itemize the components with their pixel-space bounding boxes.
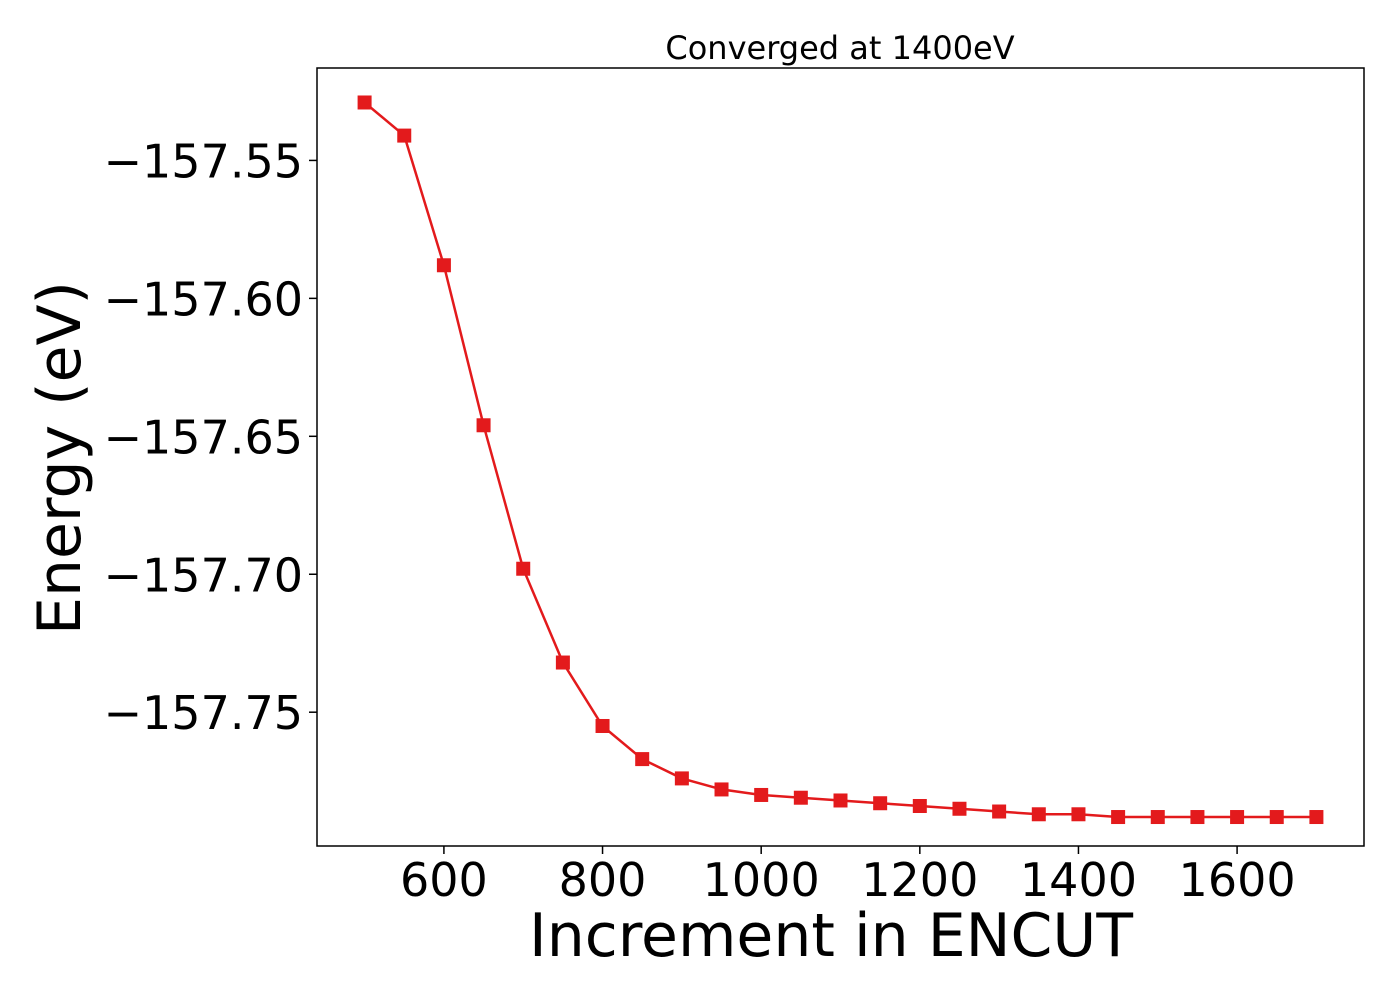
data-point [635, 752, 650, 767]
data-point [1230, 810, 1245, 825]
data-point [992, 804, 1007, 819]
y-tick-label: −157.65 [104, 410, 304, 464]
y-axis-ticks: −157.55 −157.60 −157.65 −157.70 −157.75 [104, 134, 317, 740]
y-tick-label: −157.60 [104, 272, 304, 326]
data-point [674, 771, 689, 786]
chart-title: Converged at 1400eV [665, 29, 1014, 67]
data-point [1269, 810, 1284, 825]
data-point [873, 796, 888, 811]
data-point [476, 418, 491, 433]
data-point [1150, 810, 1165, 825]
data-point [595, 718, 610, 733]
x-tick-label: 1000 [703, 853, 820, 907]
x-tick-label: 1200 [861, 853, 978, 907]
series-layer [357, 95, 1324, 825]
x-tick-label: 1600 [1179, 853, 1296, 907]
y-axis-label: Energy (eV) [25, 281, 95, 635]
data-point [793, 790, 808, 805]
data-point [1190, 810, 1205, 825]
data-point [952, 801, 967, 816]
data-point [1309, 810, 1324, 825]
x-axis-ticks: 600 800 1000 1200 1400 1600 [400, 846, 1296, 907]
data-point [754, 787, 769, 802]
data-point [516, 561, 531, 576]
data-point [397, 128, 412, 143]
y-tick-label: −157.70 [104, 548, 304, 602]
data-point [1031, 807, 1046, 822]
x-tick-label: 1400 [1020, 853, 1137, 907]
series-line [363, 101, 1317, 819]
data-point [436, 258, 451, 273]
x-tick-label: 800 [559, 853, 647, 907]
data-point [1111, 810, 1126, 825]
x-axis-label: Increment in ENCUT [529, 901, 1133, 971]
data-point [555, 655, 570, 670]
data-point [714, 782, 729, 797]
x-tick-label: 600 [400, 853, 488, 907]
y-tick-label: −157.55 [104, 134, 304, 188]
data-point [1071, 807, 1086, 822]
plot-frame [316, 67, 1365, 847]
data-point [833, 793, 848, 808]
data-point [357, 95, 372, 110]
data-point [912, 798, 927, 813]
y-tick-label: −157.75 [104, 686, 304, 740]
